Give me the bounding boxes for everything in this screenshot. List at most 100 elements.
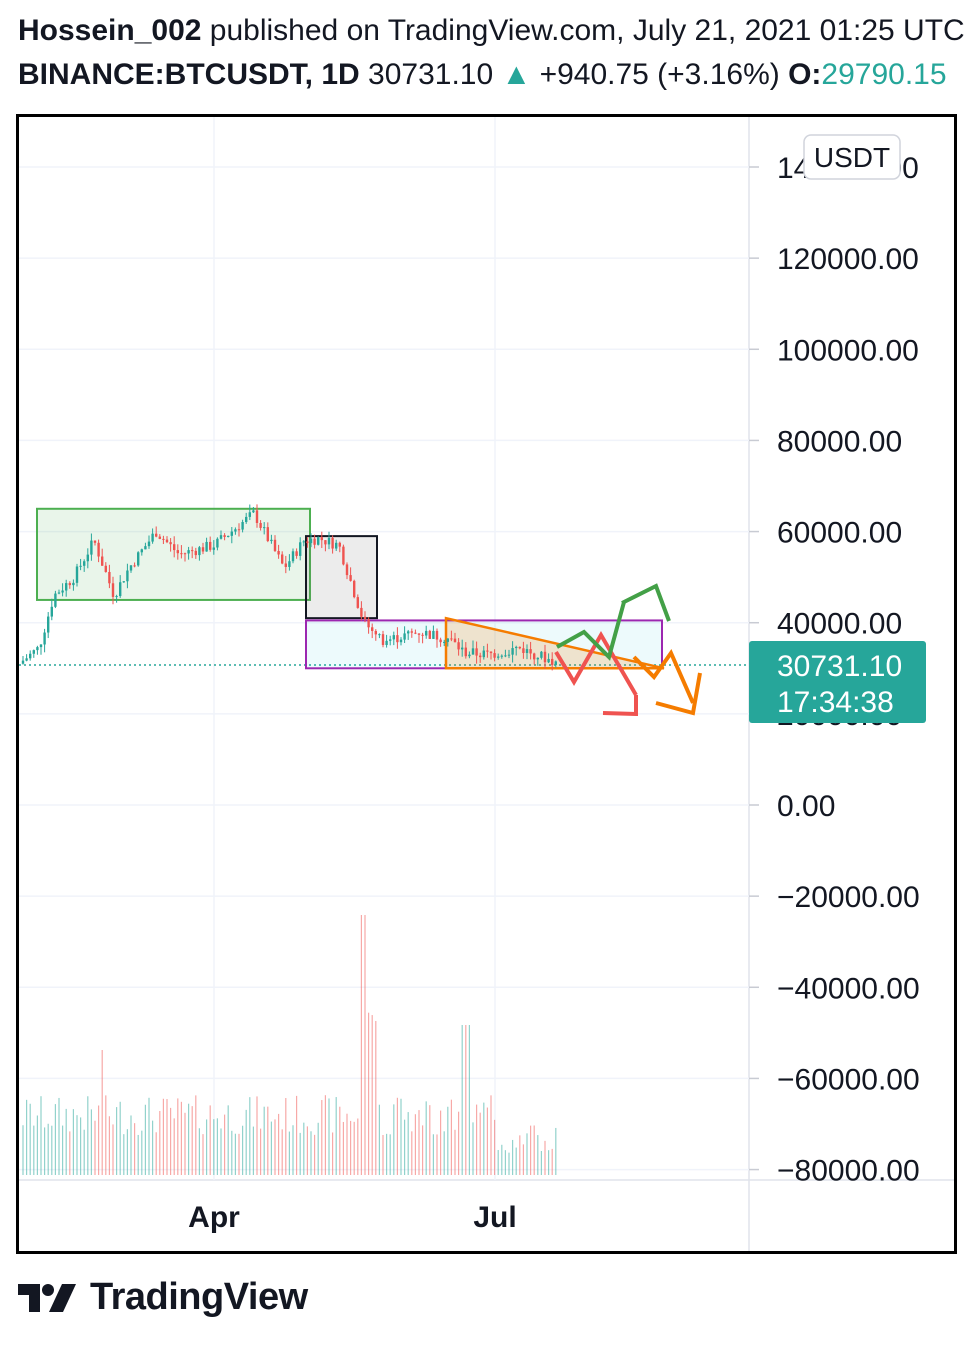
volume-bar <box>231 1130 233 1175</box>
volume-bar <box>479 1112 481 1175</box>
volume-bar <box>260 1128 262 1175</box>
volume-bar <box>238 1133 240 1175</box>
volume-bar <box>144 1104 146 1175</box>
volume-bar <box>22 1125 24 1175</box>
volume-bar <box>328 1098 330 1175</box>
volume-bar <box>530 1125 532 1175</box>
candle-body <box>140 549 143 553</box>
volume-bar <box>83 1129 85 1175</box>
candle-body <box>461 647 464 650</box>
volume-bar <box>126 1129 128 1175</box>
candle-body <box>165 539 169 543</box>
price-tick-label: 100000.00 <box>777 334 919 367</box>
volume-bar <box>504 1150 506 1175</box>
volume-bar <box>544 1140 546 1175</box>
volume-bar <box>33 1125 35 1175</box>
candle-body <box>486 650 489 652</box>
open-value: 29790.15 <box>821 58 947 91</box>
volume-bar <box>274 1119 276 1175</box>
candle-body <box>479 655 482 658</box>
candle-body <box>443 641 446 643</box>
candle-body <box>39 644 43 648</box>
volume-bar <box>425 1101 427 1175</box>
candle-body <box>137 552 140 566</box>
volume-bar <box>209 1105 211 1175</box>
volume-bar <box>62 1125 64 1175</box>
candle-body <box>223 535 226 537</box>
volume-bar <box>461 1025 463 1175</box>
volume-bar <box>494 1119 496 1175</box>
candle-body <box>284 563 287 567</box>
candle-body <box>83 561 86 566</box>
brand-footer: TradingView <box>18 1276 308 1319</box>
volume-bar <box>443 1131 445 1175</box>
volume-bar <box>148 1097 150 1175</box>
volume-bar <box>170 1107 172 1175</box>
volume-bar <box>36 1115 38 1175</box>
tradingview-logo-icon <box>18 1283 76 1312</box>
candle-body <box>255 510 259 523</box>
candle-body <box>338 542 341 547</box>
candle-body <box>108 571 111 584</box>
descending-triangle <box>444 616 665 670</box>
volume-bar <box>512 1139 514 1175</box>
candle-body <box>273 539 277 551</box>
volume-bar <box>87 1096 89 1175</box>
bearish-scenario-arrow <box>554 631 638 697</box>
candle-body <box>158 536 161 539</box>
volume-bar <box>195 1095 197 1175</box>
scenario-drawings <box>554 583 702 717</box>
volume-bar <box>486 1107 488 1175</box>
candle-body <box>201 547 205 552</box>
volume-bar <box>364 915 366 1175</box>
candle-body <box>414 632 417 634</box>
volume-bar <box>429 1105 431 1175</box>
price-tick-label: 120000.00 <box>777 243 919 276</box>
bearish-scenario-arrow-head <box>602 695 638 717</box>
volume-bar <box>202 1134 204 1175</box>
candle-body <box>234 529 237 532</box>
currency-label: USDT <box>814 142 890 173</box>
candle-body <box>342 546 345 565</box>
candle-body <box>335 542 338 549</box>
volume-bar <box>533 1125 535 1175</box>
grid <box>19 117 954 1251</box>
volume-bar <box>310 1131 312 1175</box>
candle-body <box>173 544 176 551</box>
currency-badge-box <box>803 134 901 180</box>
candle-body <box>554 661 557 665</box>
volume-bar <box>317 1122 319 1175</box>
volume-bar <box>245 1109 247 1175</box>
volume-bar <box>112 1124 114 1175</box>
volume-bar <box>432 1134 434 1175</box>
volume-bar <box>44 1127 46 1175</box>
candle-body <box>403 633 406 640</box>
volume-bar <box>357 1118 359 1175</box>
volume-bar <box>522 1144 524 1175</box>
candle-body <box>245 516 248 523</box>
candle-body <box>511 648 514 655</box>
last-price: 30731.10 <box>368 58 494 91</box>
candle-body <box>111 583 115 597</box>
volume-bar <box>155 1132 157 1175</box>
volume-bar <box>422 1125 424 1175</box>
drop-box <box>305 535 378 620</box>
chart-frame: 140000.00120000.00100000.0080000.0060000… <box>16 114 957 1254</box>
volume-bar <box>134 1123 136 1175</box>
volume-bar <box>58 1097 60 1175</box>
volume-bar <box>123 1134 125 1175</box>
price-chart[interactable]: 140000.00120000.00100000.0080000.0060000… <box>19 117 954 1251</box>
time-tick-label: Apr <box>188 1201 240 1234</box>
candle-body <box>209 541 212 550</box>
volume-bar <box>497 1150 499 1175</box>
author-name[interactable]: Hossein_002 <box>18 14 202 47</box>
volume-bar <box>378 1104 380 1175</box>
candle-body <box>101 556 104 566</box>
volume-bar <box>346 1113 348 1175</box>
candle-body <box>198 547 201 556</box>
volume-bar <box>227 1105 229 1175</box>
candle-body <box>191 550 194 552</box>
volume-bar <box>216 1118 218 1175</box>
price-tick-label: −40000.00 <box>777 972 920 1005</box>
tradingview-wordmark: TradingView <box>90 1276 308 1318</box>
